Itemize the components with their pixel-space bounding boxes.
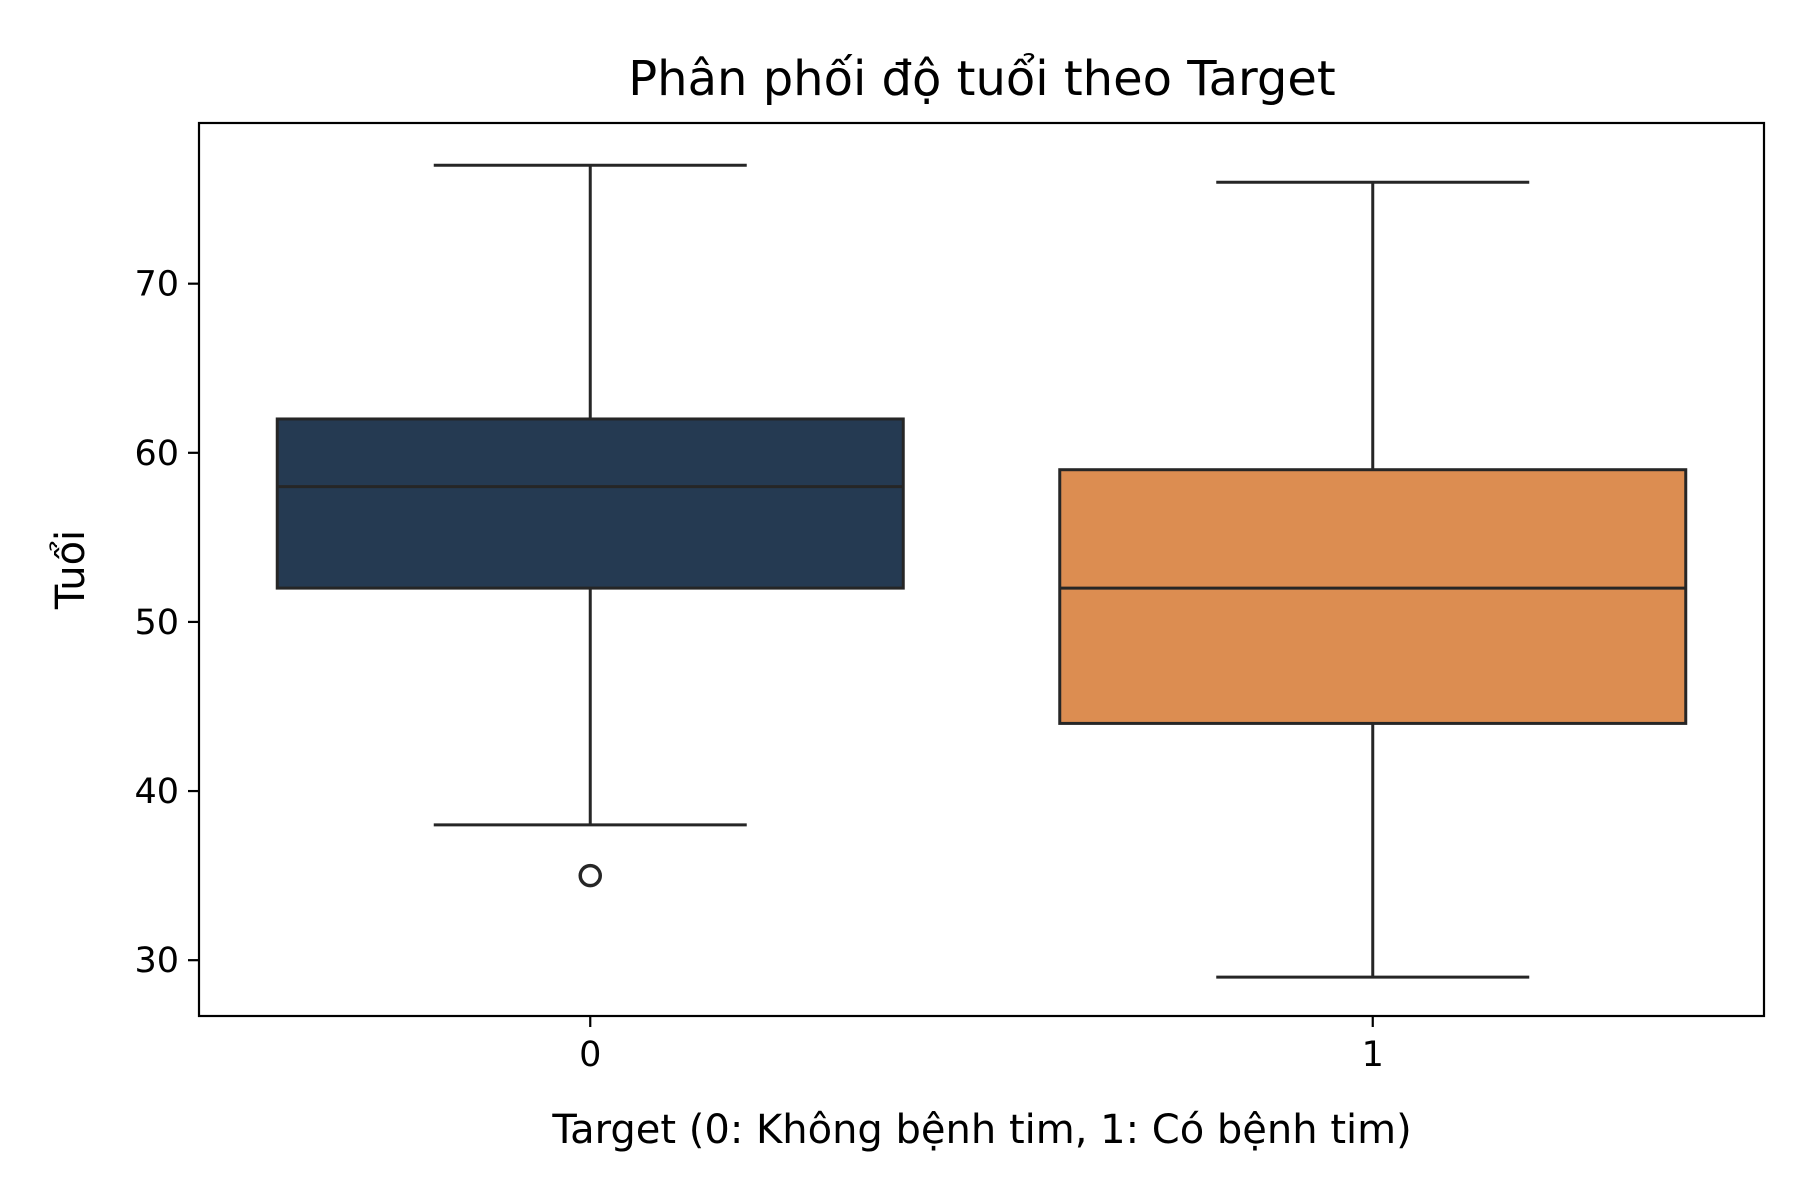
x-axis-label: Target (0: Không bệnh tim, 1: Có bệnh ti… (551, 1107, 1411, 1153)
y-tick: 40 (134, 772, 199, 812)
plot-marks (275, 163, 1688, 979)
y-tick: 50 (134, 603, 199, 643)
box-iqr (1058, 468, 1688, 725)
chart-title: Phân phối độ tuổi theo Target (628, 51, 1336, 107)
x-tick: 1 (1362, 1016, 1384, 1075)
box-group-0 (275, 163, 905, 888)
x-tick: 0 (579, 1016, 601, 1075)
y-tick-label: 60 (134, 434, 179, 474)
y-axis: 30 40 50 60 70 (134, 265, 199, 981)
y-tick: 30 (134, 941, 199, 981)
plot-frame (197, 121, 1766, 1018)
box-iqr (275, 417, 905, 590)
box-group-1 (1058, 180, 1688, 979)
y-tick-label: 30 (134, 941, 179, 981)
y-tick-label: 50 (134, 603, 179, 643)
y-tick-label: 70 (134, 265, 179, 305)
y-tick: 60 (134, 434, 199, 474)
outlier-point (578, 863, 602, 888)
y-tick-label: 40 (134, 772, 179, 812)
x-tick-label: 1 (1362, 1035, 1384, 1075)
y-tick: 70 (134, 265, 199, 305)
x-tick-label: 0 (579, 1035, 601, 1075)
y-axis-label: Tuổi (48, 530, 94, 610)
